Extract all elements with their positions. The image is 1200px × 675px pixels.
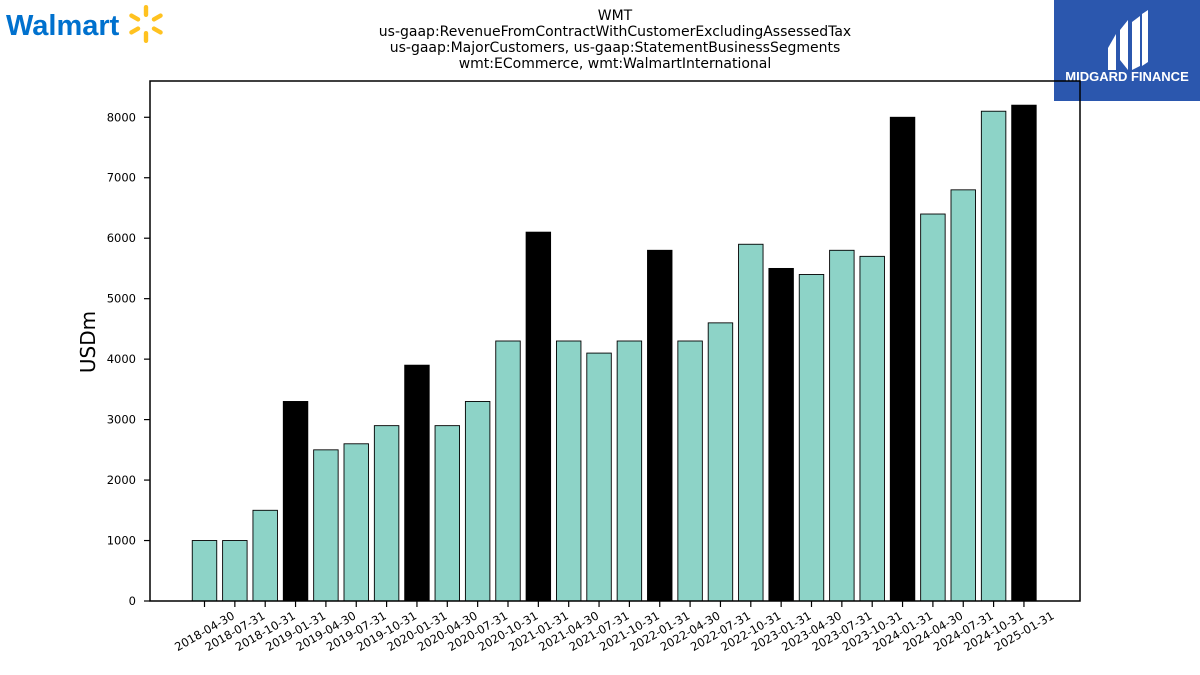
bar-2025-01-31 bbox=[1011, 104, 1037, 602]
midgard-logo-text: MIDGARD FINANCE bbox=[1065, 69, 1189, 84]
y-axis-label: USDm bbox=[76, 311, 100, 373]
y-tick-label: 7000 bbox=[107, 171, 136, 185]
bar-2018-04-30 bbox=[191, 540, 218, 602]
bar-2020-04-30 bbox=[434, 425, 460, 602]
bar-2022-04-30 bbox=[677, 340, 703, 602]
title-line-3: us-gaap:MajorCustomers, us-gaap:Statemen… bbox=[390, 40, 841, 56]
bar-2018-07-31 bbox=[222, 540, 248, 602]
plot-frame bbox=[149, 80, 1081, 602]
chart-title: WMT us-gaap:RevenueFromContractWithCusto… bbox=[379, 8, 851, 72]
x-axis: 2018-04-302018-07-312018-10-312019-01-31… bbox=[172, 601, 1056, 654]
bar-2024-01-31 bbox=[889, 116, 916, 602]
walmart-logo: Walmart bbox=[6, 5, 163, 43]
bar-2020-10-31 bbox=[495, 340, 521, 602]
bar-2022-07-31 bbox=[707, 322, 734, 602]
bar-2024-10-31 bbox=[980, 110, 1007, 602]
bar-2019-04-30 bbox=[313, 449, 339, 602]
bar-2019-10-31 bbox=[373, 425, 400, 602]
bar-2023-04-30 bbox=[798, 274, 825, 602]
bar-2022-01-31 bbox=[647, 249, 673, 602]
bar-2021-04-30 bbox=[556, 340, 582, 602]
bar-2023-01-31 bbox=[768, 267, 794, 602]
title-line-1: WMT bbox=[598, 8, 633, 24]
bar-2018-10-31 bbox=[252, 509, 278, 602]
bar-2019-01-31 bbox=[282, 401, 309, 602]
y-tick-label: 4000 bbox=[107, 352, 136, 366]
bar-2024-07-31 bbox=[950, 189, 976, 602]
y-tick-label: 5000 bbox=[107, 292, 136, 306]
walmart-spark-icon bbox=[129, 5, 163, 43]
bar-2019-07-31 bbox=[343, 443, 369, 602]
bar-2023-07-31 bbox=[829, 249, 855, 602]
bar-2020-01-31 bbox=[404, 364, 430, 602]
y-tick-label: 3000 bbox=[107, 413, 136, 427]
walmart-logo-text: Walmart bbox=[6, 10, 120, 42]
bar-2020-07-31 bbox=[464, 401, 491, 602]
midgard-finance-logo: MIDGARD FINANCE bbox=[1054, 0, 1200, 101]
y-tick-label: 8000 bbox=[107, 110, 136, 124]
bar-2021-01-31 bbox=[525, 231, 552, 602]
bar-2021-07-31 bbox=[586, 352, 612, 602]
title-line-2: us-gaap:RevenueFromContractWithCustomerE… bbox=[379, 24, 851, 40]
bar-2023-10-31 bbox=[859, 255, 885, 602]
bar-2022-10-31 bbox=[738, 243, 764, 602]
y-tick-label: 6000 bbox=[107, 231, 136, 245]
midgard-emblem-icon bbox=[1108, 10, 1148, 70]
title-line-4: wmt:ECommerce, wmt:WalmartInternational bbox=[459, 56, 772, 72]
bar-2021-10-31 bbox=[616, 340, 643, 602]
y-tick-label: 1000 bbox=[107, 534, 136, 548]
bar-series bbox=[191, 104, 1037, 602]
y-tick-label: 2000 bbox=[107, 473, 136, 487]
y-tick-label: 0 bbox=[129, 594, 136, 608]
y-axis: 0 1000 2000 3000 4000 5000 6000 7000 8000 bbox=[107, 110, 150, 608]
bar-2024-04-30 bbox=[920, 213, 946, 602]
